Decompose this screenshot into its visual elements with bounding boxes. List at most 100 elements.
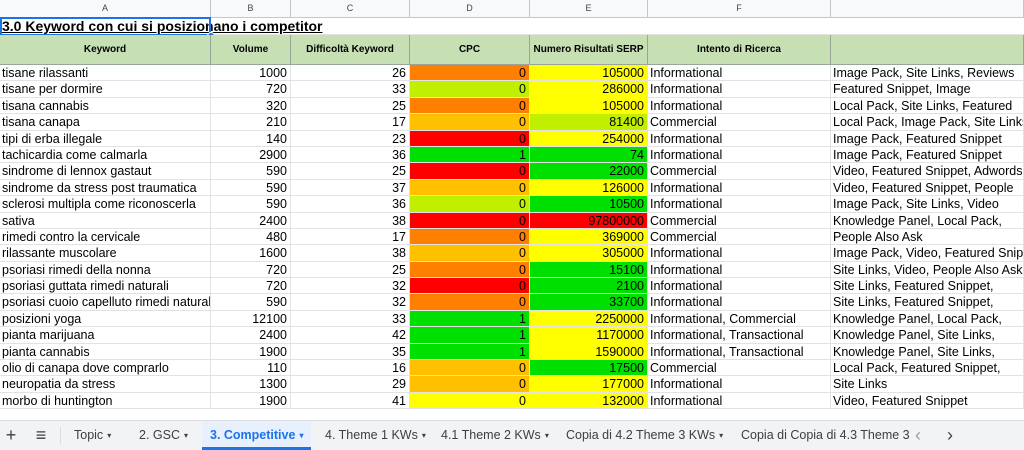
header-keyword[interactable]: Keyword — [0, 35, 211, 65]
serp-features-cell[interactable]: Video, Featured Snippet — [831, 392, 1024, 410]
serp-features-cell[interactable]: Knowledge Panel, Local Pack, — [831, 212, 1024, 229]
keyword-cell[interactable]: neuropatia da stress — [0, 376, 211, 393]
chevron-down-icon[interactable]: ▾ — [184, 431, 189, 441]
difficulty-cell[interactable]: 16 — [291, 360, 410, 377]
search-intent-cell[interactable]: Informational — [648, 97, 831, 115]
chevron-down-icon[interactable]: ▾ — [299, 431, 304, 441]
volume-cell[interactable]: 2900 — [211, 146, 291, 164]
keyword-cell[interactable]: sclerosi multipla come riconoscerla — [0, 196, 211, 213]
chevron-down-icon[interactable]: ▾ — [544, 431, 549, 441]
header-difficulty[interactable]: Difficoltà Keyword — [291, 35, 410, 65]
header-volume[interactable]: Volume — [211, 35, 291, 65]
keyword-cell[interactable]: sindrome da stress post traumatica — [0, 179, 211, 197]
difficulty-cell[interactable]: 41 — [291, 392, 410, 410]
tab-competitive[interactable]: 3. Competitive ▾ — [202, 421, 312, 450]
column-header-d[interactable]: D — [410, 0, 530, 17]
search-intent-cell[interactable]: Informational — [648, 245, 831, 262]
tab-theme-2-kws[interactable]: 4.1 Theme 2 KWs ▾ — [433, 421, 557, 450]
cpc-cell[interactable]: 0 — [410, 163, 530, 180]
serp-results-cell[interactable]: 33700 — [530, 294, 648, 311]
serp-results-cell[interactable]: 1170000 — [530, 327, 648, 344]
serp-features-cell[interactable]: Local Pack, Site Links, Featured — [831, 97, 1024, 115]
search-intent-cell[interactable]: Informational — [648, 392, 831, 410]
difficulty-cell[interactable]: 32 — [291, 294, 410, 311]
tab-topic[interactable]: Topic ▾ — [66, 421, 119, 450]
serp-results-cell[interactable]: 105000 — [530, 97, 648, 115]
serp-features-cell[interactable]: Image Pack, Site Links, Video — [831, 196, 1024, 213]
cpc-cell[interactable]: 0 — [410, 392, 530, 410]
difficulty-cell[interactable]: 42 — [291, 327, 410, 344]
search-intent-cell[interactable]: Commercial — [648, 163, 831, 180]
keyword-cell[interactable]: psoriasi rimedi della nonna — [0, 261, 211, 279]
keyword-cell[interactable]: psoriasi guttata rimedi naturali — [0, 278, 211, 295]
serp-results-cell[interactable]: 17500 — [530, 360, 648, 377]
difficulty-cell[interactable]: 23 — [291, 130, 410, 147]
volume-cell[interactable]: 1600 — [211, 245, 291, 262]
keyword-cell[interactable]: posizioni yoga — [0, 310, 211, 328]
serp-results-cell[interactable]: 132000 — [530, 392, 648, 410]
keyword-cell[interactable]: pianta cannabis — [0, 343, 211, 361]
add-sheet-icon[interactable]: + — [5, 425, 17, 445]
serp-results-cell[interactable]: 2250000 — [530, 310, 648, 328]
cpc-cell[interactable]: 0 — [410, 130, 530, 147]
header-serp-features[interactable] — [831, 35, 1024, 65]
title-row[interactable]: 3.0 Keyword con cui si posizionano i com… — [0, 18, 1024, 35]
volume-cell[interactable]: 1900 — [211, 343, 291, 361]
cpc-cell[interactable]: 0 — [410, 212, 530, 229]
cpc-cell[interactable]: 0 — [410, 81, 530, 98]
search-intent-cell[interactable]: Informational, Transactional — [648, 343, 831, 361]
cpc-cell[interactable]: 1 — [410, 343, 530, 361]
keyword-cell[interactable]: pianta marijuana — [0, 327, 211, 344]
volume-cell[interactable]: 480 — [211, 228, 291, 246]
search-intent-cell[interactable]: Informational — [648, 376, 831, 393]
chevron-down-icon[interactable]: ▾ — [421, 431, 426, 441]
serp-features-cell[interactable]: Image Pack, Featured Snippet — [831, 146, 1024, 164]
volume-cell[interactable]: 1300 — [211, 376, 291, 393]
cpc-cell[interactable]: 0 — [410, 196, 530, 213]
difficulty-cell[interactable]: 32 — [291, 278, 410, 295]
column-header-c[interactable]: C — [291, 0, 410, 17]
search-intent-cell[interactable]: Informational — [648, 196, 831, 213]
serp-results-cell[interactable]: 177000 — [530, 376, 648, 393]
search-intent-cell[interactable]: Informational — [648, 130, 831, 147]
volume-cell[interactable]: 590 — [211, 179, 291, 197]
volume-cell[interactable]: 720 — [211, 278, 291, 295]
difficulty-cell[interactable]: 17 — [291, 228, 410, 246]
chevron-down-icon[interactable]: ▾ — [719, 431, 724, 441]
serp-features-cell[interactable]: People Also Ask — [831, 228, 1024, 246]
serp-features-cell[interactable]: Site Links, Video, People Also Ask — [831, 261, 1024, 279]
serp-features-cell[interactable]: Image Pack, Featured Snippet — [831, 130, 1024, 147]
difficulty-cell[interactable]: 38 — [291, 212, 410, 229]
difficulty-cell[interactable]: 25 — [291, 261, 410, 279]
serp-results-cell[interactable]: 105000 — [530, 65, 648, 82]
serp-features-cell[interactable]: Video, Featured Snippet, People — [831, 179, 1024, 197]
keyword-cell[interactable]: rimedi contro la cervicale — [0, 228, 211, 246]
difficulty-cell[interactable]: 17 — [291, 114, 410, 131]
difficulty-cell[interactable]: 38 — [291, 245, 410, 262]
serp-results-cell[interactable]: 81400 — [530, 114, 648, 131]
tab-copy-theme-3-kws[interactable]: Copia di 4.2 Theme 3 KWs ▾ — [558, 421, 731, 450]
serp-features-cell[interactable]: Site Links, Featured Snippet, — [831, 294, 1024, 311]
volume-cell[interactable]: 720 — [211, 261, 291, 279]
cpc-cell[interactable]: 0 — [410, 245, 530, 262]
serp-features-cell[interactable]: Video, Featured Snippet, Adwords — [831, 163, 1024, 180]
search-intent-cell[interactable]: Informational — [648, 65, 831, 82]
search-intent-cell[interactable]: Informational, Commercial — [648, 310, 831, 328]
volume-cell[interactable]: 1000 — [211, 65, 291, 82]
keyword-cell[interactable]: tisana canapa — [0, 114, 211, 131]
chevron-down-icon[interactable]: ▾ — [107, 431, 112, 441]
volume-cell[interactable]: 590 — [211, 294, 291, 311]
difficulty-cell[interactable]: 25 — [291, 97, 410, 115]
header-search-intent[interactable]: Intento di Ricerca — [648, 35, 831, 65]
tab-gsc[interactable]: 2. GSC ▾ — [131, 421, 196, 450]
cpc-cell[interactable]: 0 — [410, 179, 530, 197]
keyword-cell[interactable]: psoriasi cuoio capelluto rimedi naturali — [0, 294, 211, 311]
serp-results-cell[interactable]: 126000 — [530, 179, 648, 197]
cpc-cell[interactable]: 0 — [410, 65, 530, 82]
volume-cell[interactable]: 12100 — [211, 310, 291, 328]
volume-cell[interactable]: 590 — [211, 163, 291, 180]
cpc-cell[interactable]: 0 — [410, 376, 530, 393]
column-header-a[interactable]: A — [0, 0, 211, 17]
search-intent-cell[interactable]: Informational — [648, 179, 831, 197]
keyword-cell[interactable]: tisane per dormire — [0, 81, 211, 98]
